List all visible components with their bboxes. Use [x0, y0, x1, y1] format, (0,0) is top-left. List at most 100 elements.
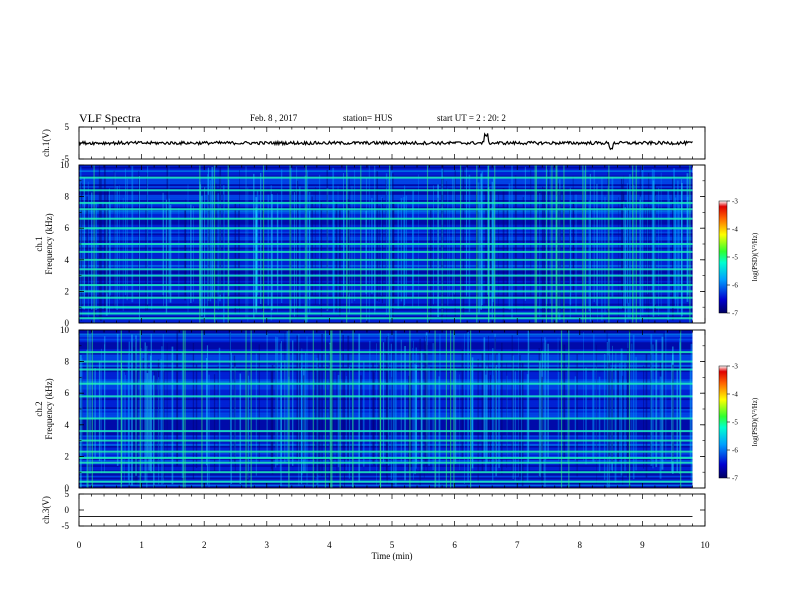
spectrogram-burst — [582, 165, 584, 323]
spectrogram-impulse — [679, 338, 680, 474]
spectrogram-impulse — [299, 362, 301, 471]
spectrogram-row — [79, 263, 693, 266]
spectrogram-impulse — [106, 189, 109, 294]
spectrogram-impulse — [360, 375, 362, 458]
spectrogram-impulse — [258, 344, 260, 464]
spectrogram-impulse — [544, 337, 546, 487]
x-tick-label: 6 — [452, 540, 457, 550]
spectrogram-impulse — [682, 192, 684, 293]
spectrogram-impulse — [365, 178, 367, 321]
spectrogram-row — [79, 344, 693, 346]
spectrogram-impulse — [631, 343, 633, 458]
spectrogram-impulse — [392, 360, 395, 484]
spectrogram-impulse — [255, 197, 258, 313]
spectrogram-impulse — [348, 177, 350, 294]
spectrogram-impulse — [171, 346, 174, 485]
spectrogram-row — [79, 310, 693, 313]
spectrogram-impulse — [629, 174, 631, 319]
spectrogram-burst — [450, 330, 452, 488]
spectrogram-impulse — [157, 359, 160, 464]
x-tick-label: 8 — [578, 540, 583, 550]
spectrogram-impulse — [309, 210, 311, 300]
spectrogram-impulse — [335, 201, 338, 309]
spectrogram-impulse — [639, 199, 642, 307]
spectrogram-impulse — [297, 180, 299, 320]
spectrogram-impulse — [104, 344, 105, 473]
spectrogram-impulse — [606, 331, 608, 467]
spectrogram-impulse — [166, 343, 168, 458]
spectrogram-impulse — [306, 170, 308, 322]
spectrogram-row — [79, 473, 693, 476]
spectrogram-row — [79, 401, 693, 404]
spectrogram-impulse — [343, 172, 344, 298]
spectrogram-impulse — [100, 348, 102, 474]
spectrogram-impulse — [393, 333, 395, 473]
spectrogram-impulse — [119, 185, 120, 300]
spectrogram-row — [79, 465, 693, 467]
spectrogram-impulse — [501, 342, 503, 475]
spectrogram-row — [79, 270, 693, 273]
spectrogram-impulse — [511, 335, 513, 475]
spectrogram-burst — [199, 165, 201, 323]
spectrogram-impulse — [267, 194, 270, 306]
spectrogram-impulse — [165, 199, 168, 314]
spectrogram-impulse — [404, 185, 406, 305]
spectrogram-burst — [632, 165, 634, 323]
colorbar-tick-label: -3 — [732, 363, 738, 371]
spectrogram-row — [79, 215, 693, 218]
spectrogram-row — [79, 180, 693, 183]
spectrogram-burst — [555, 165, 557, 323]
spectrogram-impulse — [454, 368, 457, 464]
spectrogram-impulse — [275, 361, 277, 459]
spectrogram-impulse — [296, 335, 299, 461]
frequency-band — [79, 176, 693, 179]
spectrogram-impulse — [608, 361, 611, 457]
spectrogram-impulse — [239, 170, 240, 315]
spectrogram-impulse — [674, 207, 677, 300]
colorbar-tick-label: -3 — [732, 198, 738, 206]
spectrogram-row — [79, 191, 693, 194]
spectrogram-impulse — [415, 347, 417, 469]
spectrogram-row — [79, 331, 693, 334]
frequency-band — [79, 382, 693, 385]
colorbar-tick-label: -5 — [732, 254, 738, 262]
spectrogram-1 — [79, 165, 693, 323]
spectrogram-row — [79, 400, 693, 402]
spectrogram-impulse — [304, 352, 307, 473]
frequency-band — [79, 439, 693, 442]
spectrogram-impulse — [284, 360, 286, 463]
spectrogram-impulse — [223, 185, 225, 323]
frequency-band — [79, 430, 693, 433]
spectrogram-row — [79, 240, 693, 243]
spectrogram-impulse — [100, 178, 102, 322]
spectrogram-row — [79, 308, 693, 311]
spectrogram-impulse — [314, 187, 316, 305]
spectrogram-row — [79, 231, 693, 234]
spectrogram-burst — [120, 330, 122, 488]
frequency-band — [79, 243, 693, 245]
spectrogram-row — [79, 168, 693, 171]
spectrogram-impulse — [280, 341, 282, 458]
spectrogram-row — [79, 235, 693, 237]
spectrogram-row — [79, 352, 693, 355]
spectrogram-impulse — [347, 199, 349, 296]
spectrogram-impulse — [639, 166, 641, 314]
spectrogram-impulse — [239, 373, 242, 484]
spectrogram-burst — [93, 165, 95, 323]
y-tick-label: -5 — [62, 154, 70, 164]
spectrogram-row — [79, 347, 693, 350]
y-axis-label: ch.1 — [34, 236, 44, 251]
spectrogram-impulse — [495, 365, 497, 477]
spectrogram-impulse — [491, 181, 493, 320]
spectrogram-impulse — [195, 364, 198, 469]
spectrogram-impulse — [588, 200, 591, 312]
spectrogram-impulse — [652, 344, 654, 469]
spectrogram-row — [79, 377, 693, 380]
spectrogram-row — [79, 166, 693, 169]
spectrogram-row — [79, 373, 693, 376]
spectrogram-row — [79, 398, 693, 401]
spectrogram-impulse — [213, 374, 216, 471]
spectrogram-row — [79, 342, 693, 345]
spectrogram-impulse — [543, 187, 546, 319]
